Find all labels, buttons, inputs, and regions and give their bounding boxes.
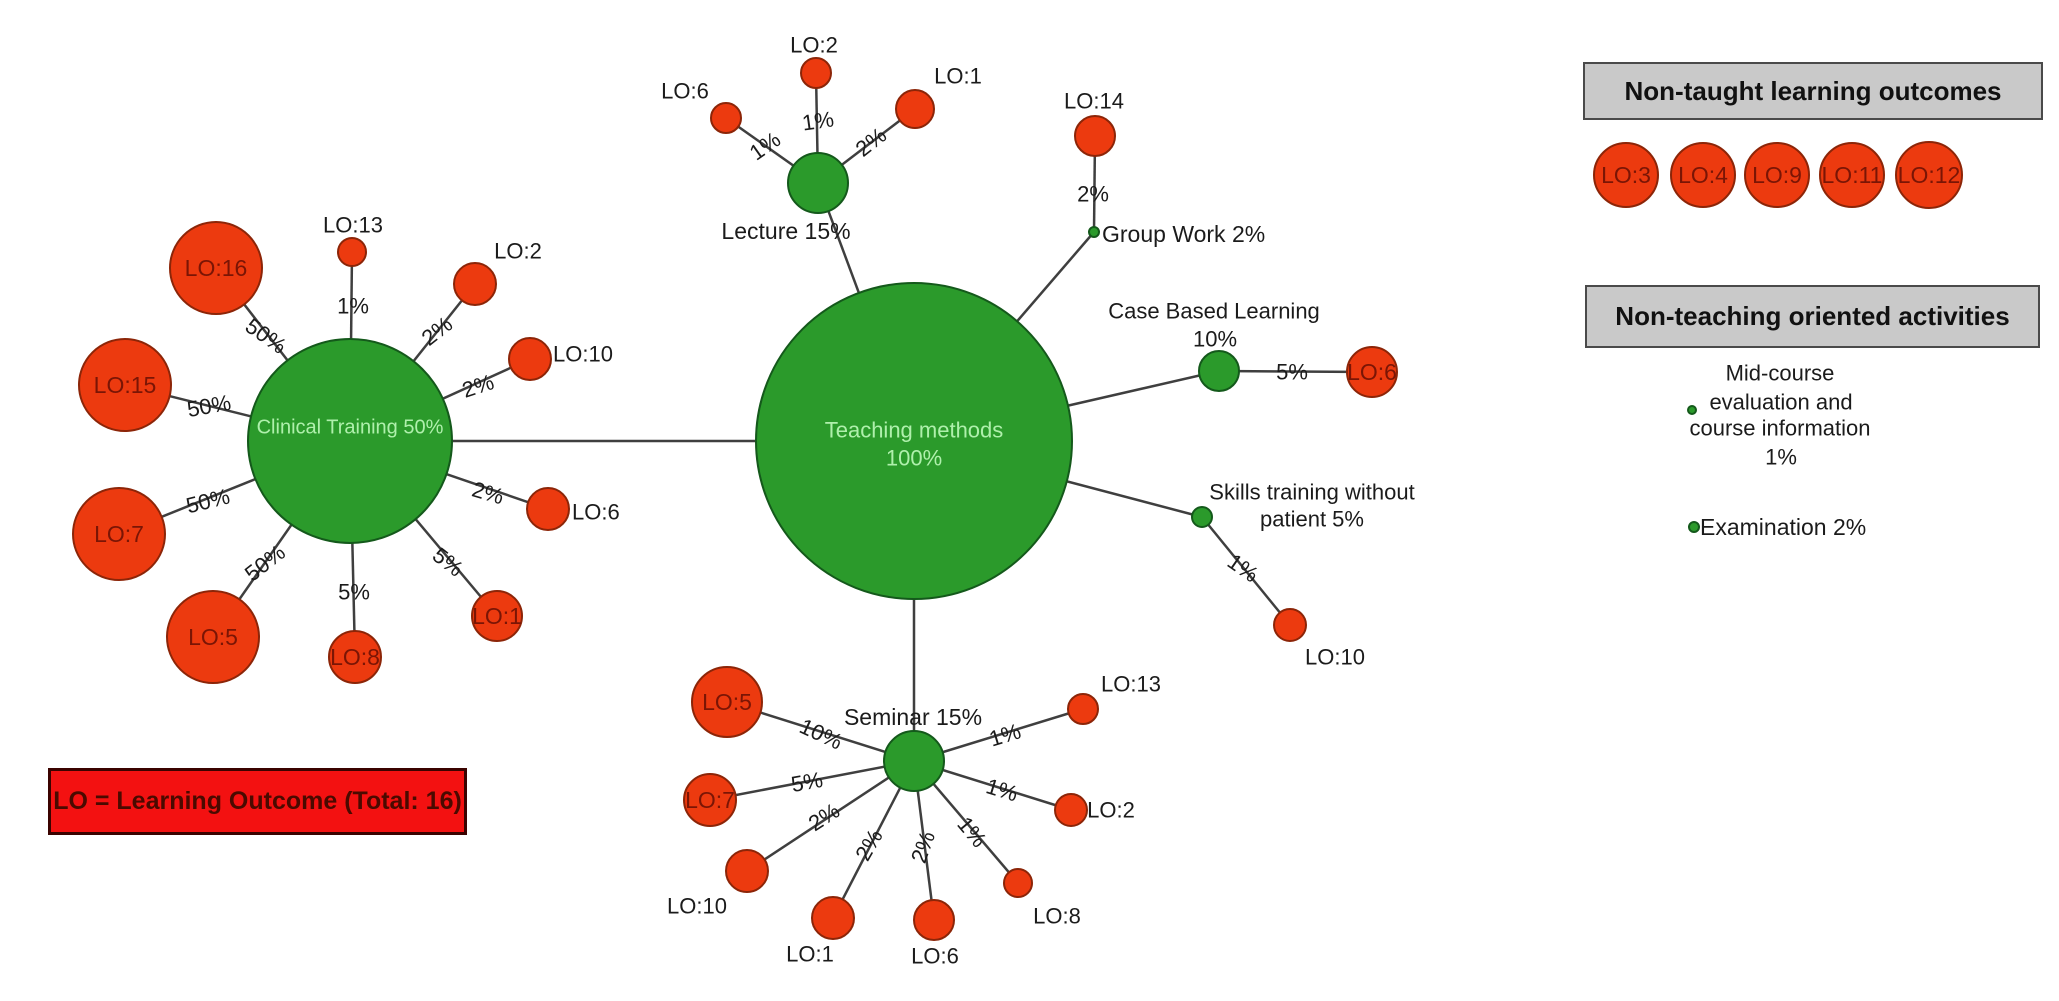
clinical-lo13-pct: 1% [337, 293, 369, 319]
teaching-hub-label-line1: Teaching methods [824, 417, 1004, 443]
legend-lo12: LO:12 [1895, 141, 1963, 209]
edge-line [709, 759, 915, 802]
midcourse-label-line1: Mid-course [1725, 360, 1835, 386]
legend-lo4: LO:4 [1670, 142, 1736, 208]
groupwork-label: Group Work 2% [1102, 220, 1266, 247]
clinical-lo8: LO:8 [328, 630, 382, 684]
case-based-learning-hub [1198, 350, 1240, 392]
group-work-dot [1088, 226, 1100, 238]
legend-lo3: LO:3 [1593, 142, 1659, 208]
clinical-training-hub [247, 338, 453, 544]
examination-dot [1688, 521, 1700, 533]
lo-definition-box: LO = Learning Outcome (Total: 16) [48, 768, 467, 835]
clinical-lo2 [453, 262, 497, 306]
cbl-label-line1: Case Based Learning [1108, 298, 1320, 324]
clinical-lo1: LO:1 [471, 590, 523, 642]
teaching-methods-hub [755, 282, 1073, 600]
seminar-lo6 [913, 899, 955, 941]
clinical-lo16: LO:16 [169, 221, 263, 315]
seminar-lo2-label: LO:2 [1087, 797, 1135, 823]
clinical-lo13 [337, 237, 367, 267]
edge-line [746, 759, 915, 873]
lecture-lo6 [710, 102, 742, 134]
clinical-lo7: LO:7 [72, 487, 166, 581]
clinical-lo6 [526, 487, 570, 531]
lecture-hub [787, 152, 849, 214]
clinical-lo8-pct: 5% [338, 579, 370, 605]
lecture-lo2 [800, 57, 832, 89]
groupwork-lo14-label: LO:14 [1064, 88, 1124, 114]
skills-lo10-label: LO:10 [1305, 644, 1365, 670]
seminar-lo6-label: LO:6 [911, 943, 959, 969]
groupwork-lo14 [1074, 115, 1116, 157]
midcourse-label-line2: evaluation and [1709, 389, 1853, 415]
clinical-hub-label: Clinical Training 50% [256, 416, 444, 439]
seminar-lo2 [1054, 793, 1088, 827]
non-taught-title: Non-taught learning outcomes [1624, 75, 2002, 106]
seminar-lo13-label: LO:13 [1101, 671, 1161, 697]
skills-training-dot [1191, 506, 1213, 528]
clinical-lo6-label: LO:6 [572, 499, 620, 525]
seminar-lo1-label: LO:1 [786, 941, 834, 967]
clinical-lo5: LO:5 [166, 590, 260, 684]
seminar-hub-label: Seminar 15% [843, 703, 983, 730]
seminar-lo1 [811, 896, 855, 940]
groupwork-lo14-pct: 2% [1077, 181, 1109, 207]
lecture-lo6-label: LO:6 [661, 78, 709, 104]
non-teaching-panel: Non-teaching oriented activities [1585, 285, 2040, 348]
seminar-hub [883, 730, 945, 792]
midcourse-dot [1687, 405, 1697, 415]
lo-definition-text: LO = Learning Outcome (Total: 16) [53, 787, 462, 815]
examination-label: Examination 2% [1700, 513, 1867, 540]
skills-label-line2: patient 5% [1260, 506, 1364, 532]
seminar-lo7: LO:7 [683, 773, 737, 827]
seminar-lo8-label: LO:8 [1033, 903, 1081, 929]
lecture-hub-label: Lecture 15% [721, 217, 851, 244]
non-taught-panel: Non-taught learning outcomes [1583, 62, 2043, 120]
lecture-lo1 [895, 89, 935, 129]
skills-label-line1: Skills training without [1209, 479, 1415, 505]
seminar-lo5: LO:5 [691, 666, 763, 738]
seminar-lo13 [1067, 693, 1099, 725]
seminar-lo10-label: LO:10 [667, 893, 727, 919]
seminar-lo7-pct: 5% [789, 766, 825, 798]
cbl-lo6: LO:6 [1346, 346, 1398, 398]
cbl-label-line2: 10% [1192, 326, 1238, 352]
seminar-lo10 [725, 849, 769, 893]
clinical-lo10 [508, 337, 552, 381]
cbl-lo6-pct: 5% [1276, 359, 1308, 385]
edge-line [1201, 516, 1291, 626]
lecture-lo2-label: LO:2 [790, 32, 838, 58]
midcourse-label-line3: course information [1689, 415, 1871, 441]
legend-lo11: LO:11 [1819, 142, 1885, 208]
lecture-lo1-label: LO:1 [934, 63, 982, 89]
teaching-hub-label-line2: 100% [885, 445, 943, 471]
clinical-lo2-label: LO:2 [494, 238, 542, 264]
legend-lo9: LO:9 [1744, 142, 1810, 208]
midcourse-pct: 1% [1765, 444, 1797, 470]
seminar-lo8 [1003, 868, 1033, 898]
lecture-lo2-pct: 1% [800, 106, 836, 136]
skills-lo10 [1273, 608, 1307, 642]
clinical-lo13-label: LO:13 [323, 212, 383, 238]
non-teaching-title: Non-teaching oriented activities [1615, 301, 2010, 331]
clinical-lo15: LO:15 [78, 338, 172, 432]
clinical-lo10-label: LO:10 [553, 341, 613, 367]
